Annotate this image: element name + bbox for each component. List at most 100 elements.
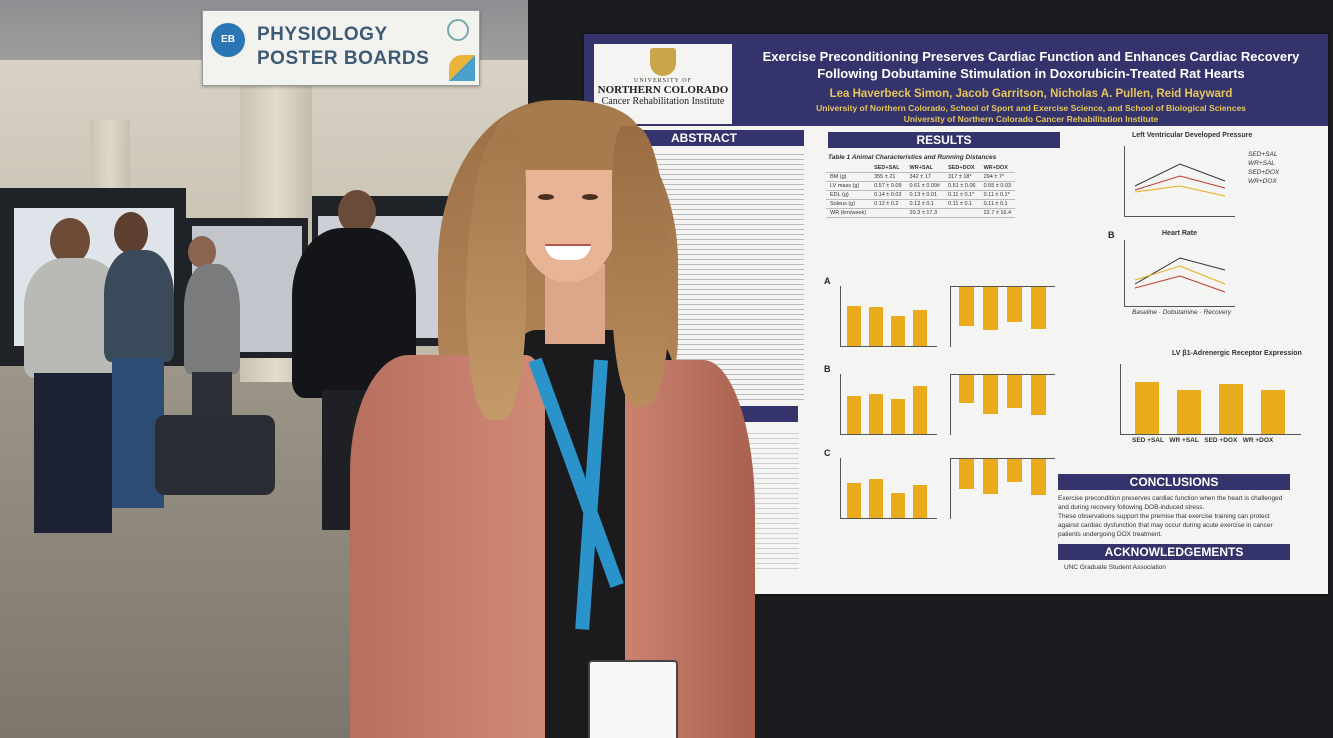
bar xyxy=(847,306,861,346)
table-cell: 0.14 ± 0.02 xyxy=(870,190,906,200)
panel-label-b: B xyxy=(824,364,831,374)
affiliation-line2: University of Northern Colorado Cancer R… xyxy=(903,114,1159,124)
bar xyxy=(1031,287,1046,329)
bar xyxy=(913,386,927,434)
abstract-heading: ABSTRACT xyxy=(604,130,804,146)
table-row: WR (km/week) 20.3 ± 17.3 22.7 ± 16.4 xyxy=(826,208,1016,218)
table-header-cell: WR+DOX xyxy=(979,164,1016,173)
table-cell: BM (g) xyxy=(826,172,871,182)
unc-logo: UNIVERSITY OF NORTHERN COLORADO Cancer R… xyxy=(594,44,732,124)
table-cell: 0.51 ± 0.06 xyxy=(944,181,980,191)
legend-wr-sal: WR+SAL xyxy=(1248,160,1275,167)
pressure-bar-chart xyxy=(840,374,937,435)
table-cell: 0.61 ± 0.09# xyxy=(905,181,945,191)
cat-sed-dox: SED +DOX xyxy=(1204,437,1238,444)
table-cell: EDL (g) xyxy=(826,190,871,200)
bar xyxy=(869,394,883,434)
receptor-bar xyxy=(1219,384,1243,434)
bar xyxy=(983,287,998,330)
receptor-chart-title: LV β1-Adrenergic Receptor Expression xyxy=(1172,350,1302,357)
bar xyxy=(847,483,861,518)
table-cell: 0.57 ± 0.09 xyxy=(870,181,906,191)
poster-title-line2: Following Dobutamine Stimulation in Doxo… xyxy=(817,66,1245,81)
hr-chart-title: Heart Rate xyxy=(1162,230,1198,237)
hr-lines xyxy=(1134,257,1226,293)
table-cell: 0.11 ± 0.1 xyxy=(944,199,980,209)
sign-text: PHYSIOLOGY POSTER BOARDS xyxy=(257,23,429,71)
line-chart-x-labels: Baseline · Dobutamine · Recovery xyxy=(1132,309,1232,316)
relaxation-bar-chart xyxy=(950,374,1055,435)
eb-logo-icon: EB xyxy=(211,23,245,57)
table-cell: 0.11 ± 0.1* xyxy=(979,190,1016,200)
table-cell: 0.13 ± 0.01 xyxy=(905,190,945,200)
bar xyxy=(1007,287,1022,322)
physiology-poster-boards-sign: EB PHYSIOLOGY POSTER BOARDS xyxy=(202,10,480,86)
logo-university-small: UNIVERSITY OF xyxy=(634,78,692,84)
affiliation-line1: University of Northern Colorado, School … xyxy=(816,103,1246,113)
conclusion-1: Exercise precondition preserves cardiac … xyxy=(1058,495,1283,511)
poster-affiliations: University of Northern Colorado, School … xyxy=(742,103,1320,125)
bear-shield-icon xyxy=(650,48,676,76)
poster-title: Exercise Preconditioning Preserves Cardi… xyxy=(742,48,1320,82)
cat-sed-sal: SED +SAL xyxy=(1132,437,1164,444)
bar xyxy=(891,493,905,518)
table-row: BM (g) 355 ± 21 342 ± 17 317 ± 18* 294 ± 7* xyxy=(826,172,1016,182)
table-cell: 0.12 ± 0.1 xyxy=(905,199,945,209)
bar xyxy=(1007,459,1022,482)
pink-jacket-left xyxy=(350,355,545,738)
eye xyxy=(538,194,554,200)
table-cell xyxy=(944,208,980,218)
table-cell: 294 ± 7* xyxy=(979,172,1016,182)
table-cell: 0.11 ± 0.1 xyxy=(979,199,1016,209)
legend-sed-dox: SED+DOX xyxy=(1248,169,1280,176)
luggage-bag xyxy=(155,415,275,495)
bar xyxy=(869,479,883,518)
conclusion-2: These observations support the premise t… xyxy=(1058,513,1273,538)
hair-strand-left xyxy=(466,130,526,420)
table-cell xyxy=(870,208,906,218)
bar xyxy=(891,399,905,434)
table-cell: Soleus (g) xyxy=(826,199,871,209)
bar xyxy=(891,316,905,346)
x-label-baseline: Baseline xyxy=(1132,309,1157,316)
bar xyxy=(869,307,883,346)
receptor-bar xyxy=(1261,390,1285,434)
bar xyxy=(983,375,998,414)
society-mark-icon xyxy=(447,19,469,41)
panel-label-a: A xyxy=(824,276,831,286)
table-caption: Table 1 Animal Characteristics and Runni… xyxy=(828,154,997,161)
table-header-cell: WR+SAL xyxy=(905,164,945,173)
bar xyxy=(913,310,927,346)
bar xyxy=(983,459,998,494)
cat-wr-sal: WR +SAL xyxy=(1169,437,1199,444)
conclusions-heading: CONCLUSIONS xyxy=(1058,474,1290,490)
table-cell: LV mass (g) xyxy=(826,181,871,191)
table-header-cell: SED+SAL xyxy=(870,164,906,173)
acknowledgement-text: UNC Graduate Student Association xyxy=(1064,564,1166,571)
table-row: EDL (g) 0.14 ± 0.02 0.13 ± 0.01 0.11 ± 0.1*… xyxy=(826,190,1016,200)
receptor-categories: SED +SAL WR +SAL SED +DOX WR +DOX xyxy=(1132,436,1322,445)
bar xyxy=(913,485,927,518)
sign-line1: PHYSIOLOGY xyxy=(257,24,388,45)
logo-institute: Cancer Rehabilitation Institute xyxy=(601,96,725,107)
receptor-bar-chart xyxy=(1120,364,1301,435)
smile xyxy=(545,244,591,260)
legend-sed-sal: SED+SAL xyxy=(1248,151,1278,158)
poster-title-line1: Exercise Preconditioning Preserves Cardi… xyxy=(762,49,1300,64)
conclusions-text: Exercise precondition preserves cardiac … xyxy=(1058,494,1290,539)
legend-wr-dox: WR+DOX xyxy=(1248,178,1277,185)
table-cell: 342 ± 17 xyxy=(905,172,945,182)
acknowledgements-heading: ACKNOWLEDGEMENTS xyxy=(1058,544,1290,560)
table-row: LV mass (g) 0.57 ± 0.09 0.61 ± 0.09# 0.51 ±… xyxy=(826,181,1016,191)
poster-authors: Lea Haverbeck Simon, Jacob Garritson, Ni… xyxy=(829,88,1233,100)
logo-university-name: NORTHERN COLORADO xyxy=(597,84,729,96)
table-cell: 22.7 ± 16.4 xyxy=(979,208,1016,218)
receptor-bar xyxy=(1177,390,1201,434)
bar xyxy=(959,287,974,326)
lvdp-chart-title: Left Ventricular Developed Pressure xyxy=(1132,132,1253,139)
sign-corner-graphic xyxy=(449,55,475,81)
bar xyxy=(1007,375,1022,408)
results-heading: RESULTS xyxy=(828,132,1060,148)
heart-rate-line-chart xyxy=(1124,240,1235,307)
